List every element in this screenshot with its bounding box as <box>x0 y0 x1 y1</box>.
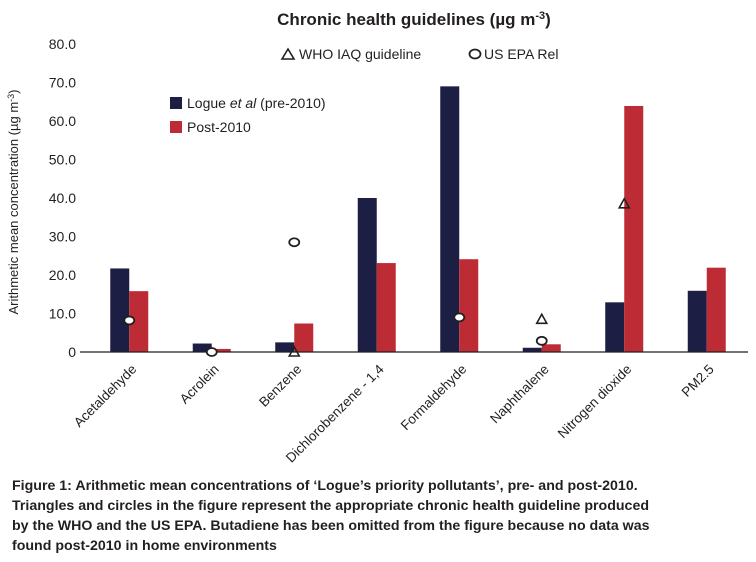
who-guideline-marker <box>535 312 549 325</box>
who-legend-triangle-icon <box>280 47 296 60</box>
bar-pre-2010 <box>522 347 542 352</box>
caption-line: by the WHO and the US EPA. Butadiene has… <box>12 518 650 534</box>
category-label: Acrolein <box>177 362 222 407</box>
category-label: Naphthalene <box>487 362 552 427</box>
legend-label-pre-2010: Logue et al (pre-2010) <box>187 95 326 111</box>
y-tick-label: 70.0 <box>49 75 76 91</box>
bar-post-2010 <box>706 267 726 352</box>
epa-guideline-marker <box>453 312 466 323</box>
epa-legend-circle-icon <box>468 48 482 60</box>
y-tick-label: 0 <box>68 344 76 360</box>
bar-post-2010 <box>459 259 479 352</box>
bar-pre-2010 <box>192 343 212 352</box>
legend-swatch-pre-2010 <box>170 97 182 109</box>
legend-swatch-post-2010 <box>170 121 182 133</box>
series-legend: Logue et al (pre-2010) Post-2010 <box>170 95 326 135</box>
bar-post-2010 <box>624 105 644 352</box>
bar-pre-2010 <box>440 86 460 352</box>
caption-line: Triangles and circles in the figure repr… <box>12 498 649 514</box>
bar-post-2010 <box>294 323 314 352</box>
bar-pre-2010 <box>110 268 130 352</box>
y-tick-label: 20.0 <box>49 267 76 283</box>
y-tick-label: 40.0 <box>49 190 76 206</box>
figure-caption: Figure 1: Arithmetic mean concentrations… <box>12 476 742 556</box>
who-guideline-marker <box>287 345 301 357</box>
epa-guideline-marker <box>123 315 136 326</box>
bar-pre-2010 <box>357 198 377 352</box>
chart-title: Chronic health guidelines (µg m-3) <box>277 10 551 29</box>
category-label: Nitrogen dioxide <box>555 362 635 442</box>
bar-pre-2010 <box>275 342 295 352</box>
bars <box>110 86 726 352</box>
y-tick-label: 60.0 <box>49 113 76 129</box>
epa-guideline-marker <box>205 347 218 357</box>
bar-post-2010 <box>376 263 396 352</box>
epa-legend-label: US EPA Rel <box>484 46 558 62</box>
symbol-legend: WHO IAQ guideline US EPA Rel <box>280 46 558 62</box>
caption-line: Figure 1: Arithmetic mean concentrations… <box>12 478 638 494</box>
bar-pre-2010 <box>687 290 707 352</box>
category-label: Acetaldehyde <box>71 362 139 430</box>
who-legend-label: WHO IAQ guideline <box>299 46 421 62</box>
bar-post-2010 <box>211 348 231 352</box>
y-tick-label: 50.0 <box>49 152 76 168</box>
chart: Chronic health guidelines (µg m-3) WHO I… <box>6 10 748 466</box>
epa-guideline-marker <box>535 335 548 346</box>
guideline-markers <box>123 197 631 357</box>
who-guideline-marker <box>617 197 631 209</box>
bar-post-2010 <box>541 344 561 352</box>
category-labels: Acetaldehyde Acrolein BenzeneDichlorobenze… <box>71 361 717 465</box>
caption-line: found post-2010 in home environments <box>12 538 277 554</box>
category-label: PM2.5 <box>679 362 717 400</box>
epa-guideline-marker <box>288 237 301 248</box>
y-tick-label: 30.0 <box>49 229 76 245</box>
category-label: Formaldehyde <box>398 362 470 434</box>
legend-label-post-2010: Post-2010 <box>187 119 251 135</box>
bar-post-2010 <box>129 291 149 352</box>
y-axis-label: Arithmetic mean concentration (µg m-3) <box>6 89 21 314</box>
y-tick-label: 80.0 <box>49 36 76 52</box>
y-tick-label: 10.0 <box>49 306 76 322</box>
y-axis-ticks: 0 10.0 20.0 30.0 40.0 50.0 60.0 70.0 80.0 <box>49 36 76 360</box>
category-label: Benzene <box>256 362 304 410</box>
bar-pre-2010 <box>605 302 625 352</box>
